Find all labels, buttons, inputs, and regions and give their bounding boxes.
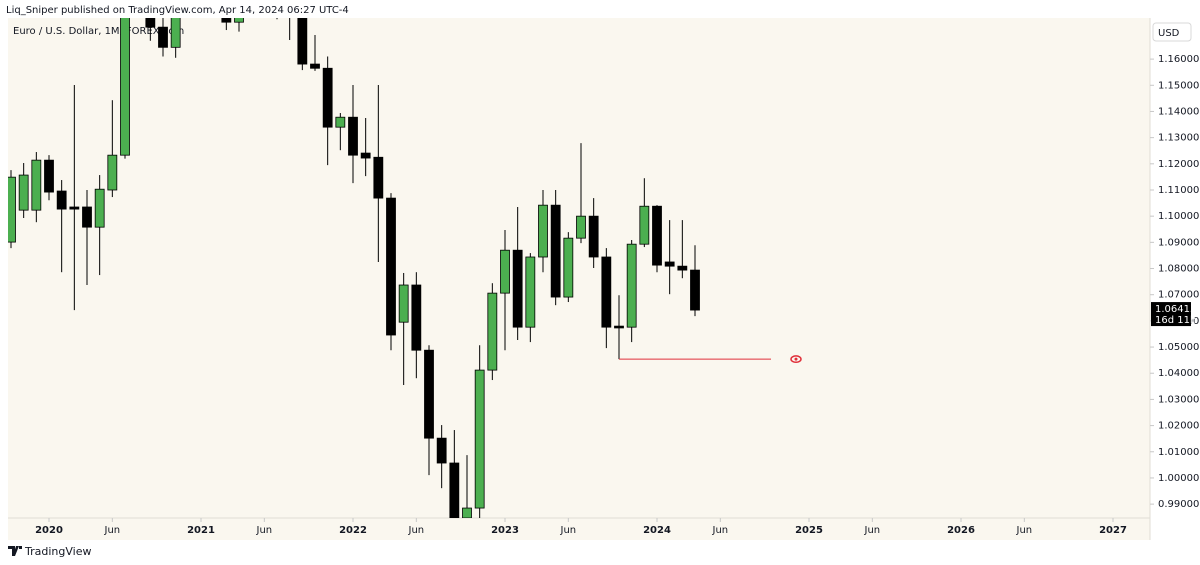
candle-body <box>449 462 460 518</box>
y-tick-label: 1.11000 <box>1158 185 1199 196</box>
y-tick-label: 1.13000 <box>1158 133 1199 144</box>
last-price-box <box>1151 302 1191 327</box>
x-tick-label: Jun <box>864 525 881 536</box>
candle-body <box>373 156 384 199</box>
candle-body <box>145 18 156 28</box>
eye-outline <box>790 355 802 364</box>
candle-body <box>474 369 485 509</box>
candle-body <box>322 67 333 128</box>
plot-area <box>8 18 802 518</box>
candle-body <box>487 292 498 371</box>
ray-alert-icon <box>790 355 802 364</box>
x-tick-label: 2022 <box>339 525 367 536</box>
x-tick-label: 2025 <box>795 525 823 536</box>
y-tick-label: 1.09000 <box>1158 237 1199 248</box>
x-tick-label: Jun <box>104 525 121 536</box>
last-price-label: 1.06413 <box>1155 304 1196 315</box>
countdown-label: 16d 11h <box>1155 315 1196 326</box>
y-tick-label: 1.03000 <box>1158 394 1199 405</box>
y-tick-label: 1.14000 <box>1158 106 1199 117</box>
candle-body <box>525 256 536 328</box>
x-tick-label: 2026 <box>947 525 975 536</box>
candle-body <box>436 437 447 464</box>
candle-body <box>538 204 548 258</box>
symbol-title: Euro / U.S. Dollar, 1M, FOREX.com <box>13 26 184 37</box>
candle-body <box>601 256 612 328</box>
candle-body <box>297 18 308 65</box>
candle-body <box>94 188 105 228</box>
candle-body <box>170 18 181 48</box>
plot-background <box>8 18 1150 518</box>
candle-body <box>652 205 662 266</box>
x-tick-label: Jun <box>1016 525 1033 536</box>
candle-body <box>626 243 637 328</box>
candle-body <box>690 269 700 311</box>
candle-body <box>18 174 29 211</box>
candle-body <box>107 154 118 191</box>
candle-body <box>550 204 561 298</box>
candle-body <box>310 63 320 69</box>
candle-body <box>8 176 16 243</box>
candle-body <box>563 237 574 298</box>
candle-body <box>500 249 510 294</box>
candle-body <box>462 507 472 518</box>
candle-body <box>576 215 586 239</box>
candle-body <box>677 265 688 271</box>
x-tick-label: 2027 <box>1099 525 1127 536</box>
candle-body <box>664 261 675 267</box>
y-tick-label: 1.05000 <box>1158 342 1199 353</box>
y-tick-label: 1.00000 <box>1158 473 1199 484</box>
currency-label[interactable]: USD <box>1158 28 1180 39</box>
y-tick-label: 1.12000 <box>1158 159 1199 170</box>
x-tick-label: 2024 <box>643 525 671 536</box>
candle-body <box>158 26 168 48</box>
y-tick-label: 1.10000 <box>1158 211 1199 222</box>
publisher-line: Liq_Sniper published on TradingView.com,… <box>6 5 349 16</box>
y-tick-label: 1.07000 <box>1158 290 1199 301</box>
y-tick-label: 0.99000 <box>1158 499 1199 510</box>
candle-body <box>588 215 599 258</box>
eye-pupil <box>794 357 798 361</box>
candle-body <box>424 349 434 439</box>
x-tick-label: Jun <box>712 525 729 536</box>
y-tick-label: 1.16000 <box>1158 54 1199 65</box>
candle-body <box>512 249 523 328</box>
candle-body <box>614 325 624 329</box>
candle-body <box>411 284 422 351</box>
currency-button[interactable] <box>1152 22 1192 42</box>
candle-body <box>386 197 396 336</box>
footer-brand: TradingView <box>24 545 91 558</box>
x-tick-label: Jun <box>256 525 273 536</box>
x-tick-label: Jun <box>560 525 577 536</box>
y-tick-label: 1.08000 <box>1158 264 1199 275</box>
y-tick-label: 1.01000 <box>1158 447 1199 458</box>
y-tick-label: 1.02000 <box>1158 421 1199 432</box>
x-tick-label: Jun <box>408 525 425 536</box>
candle-body <box>82 206 92 228</box>
candle-body <box>639 205 650 245</box>
candle-body <box>234 18 244 23</box>
tradingview-logo <box>8 546 22 556</box>
x-tick-label: 2023 <box>491 525 519 536</box>
candle-body <box>31 159 42 211</box>
x-tick-label: 2020 <box>35 525 63 536</box>
candle-body <box>69 206 80 210</box>
y-tick-label: 1.15000 <box>1158 80 1199 91</box>
candle-body <box>335 116 346 128</box>
candle-body <box>221 18 232 23</box>
candle-body <box>44 159 54 193</box>
time-axis-background <box>8 518 1150 540</box>
x-tick-label: 2021 <box>187 525 215 536</box>
candle-body <box>56 190 67 210</box>
y-tick-label: 1.04000 <box>1158 368 1199 379</box>
candle-body <box>348 116 358 156</box>
candle-body <box>398 284 409 323</box>
candle-body <box>360 152 371 159</box>
candle-body <box>120 18 130 156</box>
